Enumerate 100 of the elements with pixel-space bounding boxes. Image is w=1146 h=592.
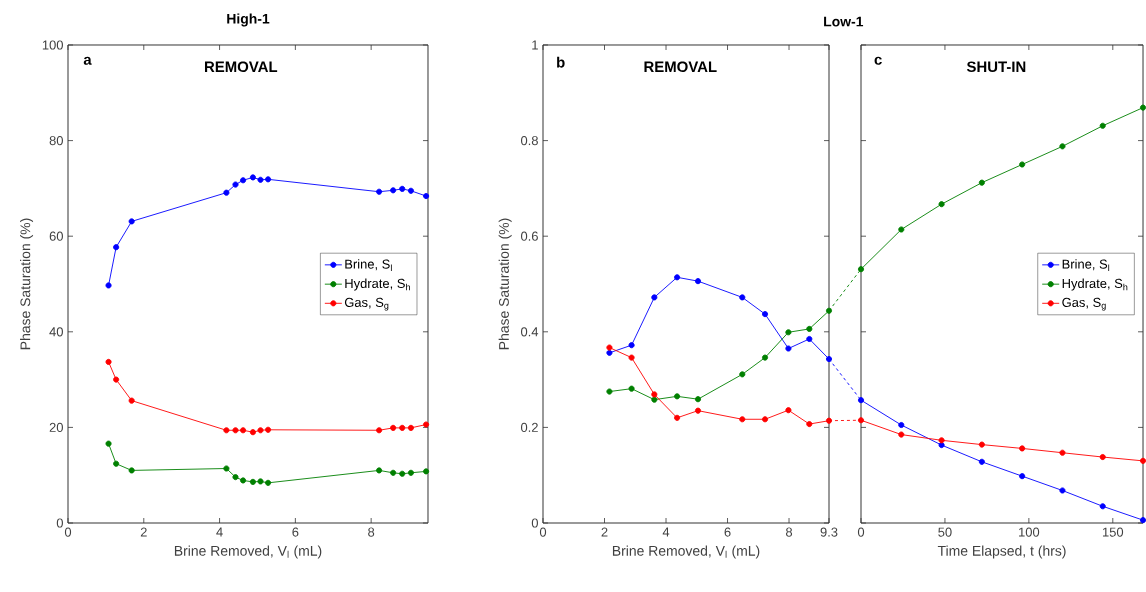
y-axis-title: Phase Saturation (%) [20, 218, 34, 350]
point [694, 407, 702, 414]
point [651, 294, 658, 301]
point [240, 427, 247, 434]
point [257, 427, 264, 434]
y-tick-label: 0.8 [520, 136, 538, 146]
point [128, 218, 135, 225]
point [249, 478, 256, 485]
point [407, 424, 414, 431]
point [265, 176, 272, 183]
point [128, 397, 135, 404]
point [113, 376, 120, 383]
point [739, 416, 746, 423]
point [1099, 122, 1106, 129]
x-tick-label: 150 [1102, 527, 1124, 537]
point [694, 396, 702, 403]
x-tick-label: 8 [785, 527, 793, 537]
point [390, 187, 397, 194]
point [978, 179, 985, 186]
point [762, 354, 769, 361]
point [105, 358, 112, 365]
x-tick-label: 0 [64, 527, 72, 537]
point [232, 427, 239, 434]
y-tick-label: 40 [49, 327, 63, 337]
x-tick-label: 2 [140, 527, 147, 537]
point [223, 427, 230, 434]
x-tick-label: 8 [368, 527, 375, 537]
point [376, 427, 383, 434]
point [628, 385, 635, 392]
x-tick-label: 100 [1019, 527, 1040, 537]
point [257, 176, 264, 183]
y-tick-label: 80 [49, 136, 63, 146]
point [1139, 517, 1146, 524]
x-tick-label: 6 [292, 527, 299, 537]
point [606, 349, 613, 356]
point [1099, 503, 1106, 510]
legend-label: Gas, S$_{g}$ [1062, 297, 1106, 311]
chart-title: High-1 [227, 13, 270, 27]
point [407, 187, 414, 194]
point [978, 458, 985, 465]
point [1059, 143, 1066, 150]
x-tick-label: 4 [216, 527, 223, 537]
point [978, 441, 985, 448]
point [105, 282, 112, 289]
point [376, 467, 383, 474]
point [249, 429, 256, 436]
point [423, 421, 430, 428]
x-axis-title: Brine Removed, V$_{l}$ (mL) [174, 545, 322, 559]
point [223, 189, 230, 196]
point [762, 311, 769, 318]
annotation: REMOVAL [204, 61, 278, 73]
point [806, 335, 813, 343]
x-axis-title: Brine Removed, V$_{l}$ (mL) [612, 545, 760, 559]
y-tick-label: 20 [49, 422, 63, 432]
x-axis-title: Time Elapsed, t (hrs) [937, 545, 1066, 559]
point [898, 421, 905, 429]
x-tick-label: 2 [601, 527, 608, 537]
x-tick-label: 9.3 [820, 527, 838, 537]
point [1059, 449, 1066, 456]
y-tick-label: 0.4 [520, 327, 539, 337]
point [399, 185, 406, 192]
point [739, 294, 746, 301]
point [651, 396, 658, 403]
point [762, 416, 769, 423]
point [390, 424, 397, 431]
annotation: b [557, 56, 565, 68]
point [265, 479, 272, 486]
y-tick-label: 60 [49, 231, 63, 241]
point [423, 468, 430, 475]
point [606, 344, 613, 351]
point [857, 266, 865, 273]
chart-title: Low-1 [824, 16, 864, 27]
point [825, 307, 833, 314]
x-tick-label: 0 [857, 527, 865, 537]
point [785, 345, 792, 352]
y-axis-title: Phase Saturation (%) [498, 218, 512, 350]
y-tick-label: 0 [56, 518, 63, 528]
point [674, 274, 681, 281]
point [1019, 161, 1026, 168]
point [128, 467, 135, 474]
point [825, 417, 833, 424]
y-tick-label: 0.6 [520, 231, 538, 241]
point [651, 391, 658, 398]
point [1139, 104, 1146, 111]
point [938, 201, 945, 208]
point [240, 177, 247, 184]
legend-label: Brine, S$_{l}$ [1062, 259, 1110, 272]
point [857, 397, 865, 404]
point [423, 193, 430, 200]
point [785, 407, 792, 414]
annotation: a [83, 56, 92, 65]
x-tick-label: 0 [539, 527, 547, 537]
point [606, 388, 613, 395]
point [257, 478, 264, 485]
y-tick-label: 0 [531, 518, 538, 528]
legend-label: Hydrate, S$_{h}$ [345, 278, 410, 291]
point [1059, 487, 1066, 494]
legend-label: Hydrate, S$_{h}$ [1062, 278, 1128, 291]
annotation: c [874, 56, 882, 65]
point [265, 426, 272, 433]
